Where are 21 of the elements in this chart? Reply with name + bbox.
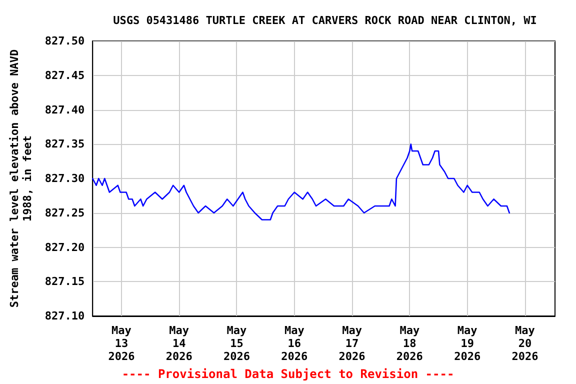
- line-series: [92, 143, 510, 220]
- y-tick-label: 827.15: [44, 275, 85, 288]
- x-tick-label: May 14 2026: [166, 324, 193, 363]
- y-tick-label: 827.40: [44, 103, 85, 116]
- y-tick-label: 827.10: [44, 310, 85, 322]
- x-tick-label: May 15 2026: [224, 324, 250, 363]
- text: ---- Provisional Data Subject to Revision ----: [122, 367, 454, 381]
- chart-title: USGS 05431486 TURTLE CREEK AT CARVERS ROCK ROAD NEAR CLINTON, WI: [113, 14, 537, 27]
- y-tick-label: 827.30: [44, 172, 85, 185]
- x-tick-label: May 13 2026: [108, 324, 136, 363]
- y-tick-label: 827.35: [44, 138, 85, 151]
- x-tick-label: May 19 2026: [454, 324, 481, 363]
- y-tick-label: 827.20: [44, 240, 85, 254]
- x-tick-label: May 17 2026: [338, 324, 366, 363]
- y-tick-label: 827.45: [44, 68, 85, 82]
- x-tick-label: May 18 2026: [396, 324, 424, 363]
- y-tick-label: 827.25: [44, 206, 85, 220]
- y-axis-title: Stream water level elevation above NAVD 1988, in feet: [8, 48, 34, 308]
- x-tick-label: May 20 2026: [512, 324, 539, 363]
- x-tick-label: May 16 2026: [281, 324, 308, 363]
- y-tick-label: 827.50: [44, 34, 85, 48]
